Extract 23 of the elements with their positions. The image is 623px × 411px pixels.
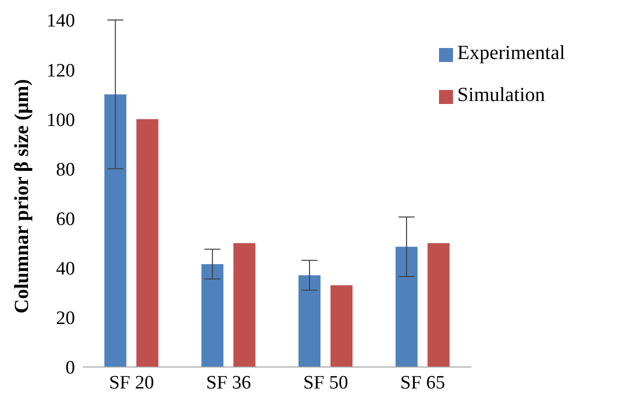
bar (136, 119, 158, 367)
bar (104, 94, 126, 367)
x-tick-label: SF 65 (400, 372, 446, 394)
y-tick-label: 40 (56, 258, 75, 280)
y-tick-label: 20 (56, 308, 75, 330)
x-tick-label: SF 50 (303, 372, 348, 394)
bar (428, 243, 450, 367)
x-tick-label: SF 36 (206, 372, 252, 394)
bar (298, 275, 320, 367)
y-tick-label: 60 (56, 209, 75, 230)
y-tick-label: 120 (46, 60, 75, 82)
y-tick-label: 100 (46, 110, 75, 131)
bar (201, 264, 224, 367)
y-axis-title: Columnar prior β size (μm) (11, 79, 34, 314)
legend-label: Experimental (457, 42, 565, 64)
x-tick-label: SF 20 (109, 372, 154, 394)
bar (233, 243, 256, 367)
bar (330, 285, 352, 367)
y-tick-label: 80 (56, 159, 75, 180)
bar (396, 246, 418, 367)
y-tick-label: 140 (46, 10, 75, 32)
y-tick-label: 0 (66, 358, 75, 379)
legend-label: Simulation (457, 84, 546, 106)
